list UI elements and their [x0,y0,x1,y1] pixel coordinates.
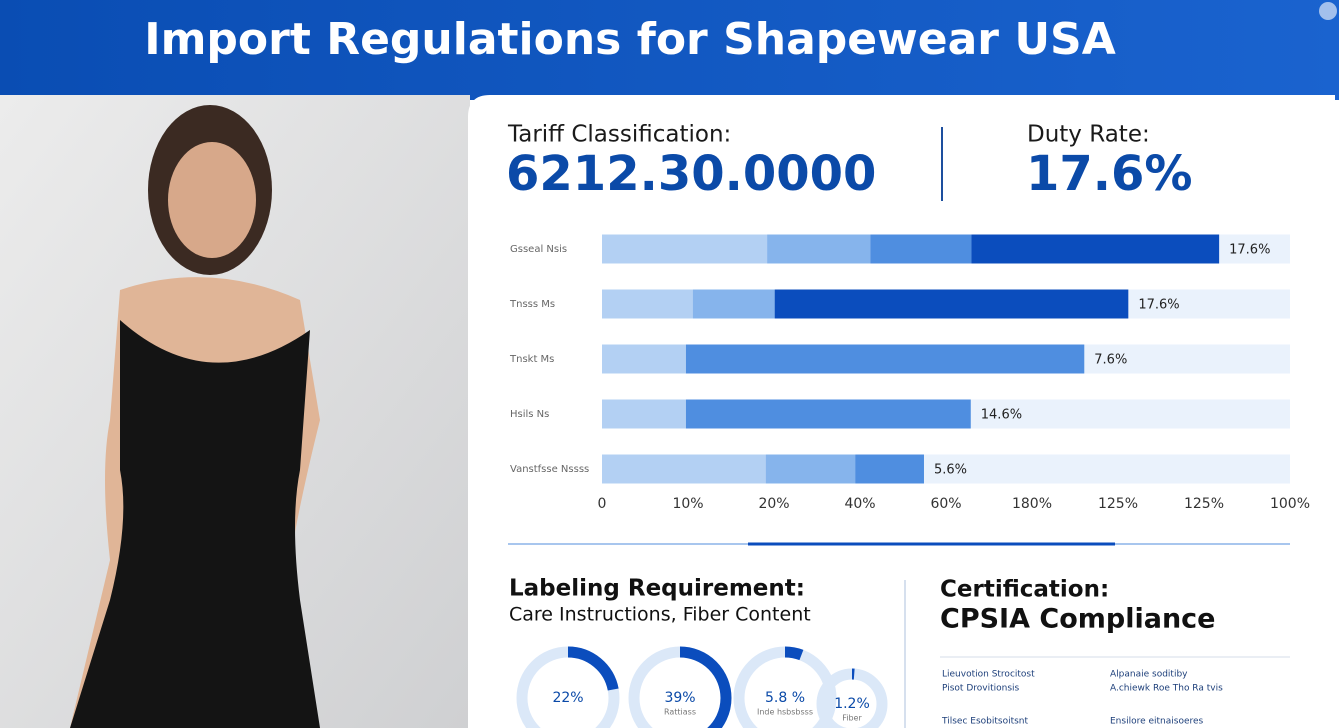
donut-arc [516,646,620,728]
bar-segment [870,234,972,264]
bar-segment [602,344,686,374]
certification-note: Lieuvotion Strocitost [942,670,1035,680]
x-tick-label: 100% [1270,496,1310,512]
bar-segment [685,344,1085,374]
duty-label: Duty Rate: [1027,122,1150,148]
donut-label: 22% [552,690,583,706]
category-label: Vanstfsse Nssss [510,464,589,475]
bar-annotation: 17.6% [1138,298,1179,313]
category-label: Tnsss Ms [509,299,555,310]
bar-chart: Gsseal Nsis 17.6% Tnsss Ms 17.6% Tnskt Ms 7.6… [509,234,1310,512]
donut-caption: Fiber [842,714,862,723]
bar-segment [855,454,924,484]
donut-label: 5.8 % [765,690,805,706]
category-label: Tnskt Ms [509,354,554,365]
donut-caption: Rattiass [664,708,696,717]
category-label: Hsils Ns [510,409,549,420]
certification-heading: Certification: [940,577,1109,603]
donut-arc [628,646,732,728]
tariff-value: 6212.30.0000 [506,146,876,202]
certification-note: Alpanaie soditiby [1110,670,1188,680]
bar-segment [685,399,971,429]
labeling-heading: Labeling Requirement: [509,576,805,602]
bar-annotation: 7.6% [1094,353,1127,368]
bar-segment [767,234,871,264]
labeling-detail: Care Instructions, Fiber Content [509,604,811,626]
donut-label: 1.2% [834,696,870,712]
donut-charts: 22% 39% Rattiass 5.8 % Inde hsbsbsss 1.2% Fibe… [516,646,888,728]
bar-segment [774,289,1129,319]
header-band [0,0,1339,100]
bar-segment [602,399,686,429]
bar-segment [971,234,1220,264]
model-photo [70,105,320,728]
donut-arc [816,668,888,728]
x-tick-label: 0 [598,496,607,512]
x-tick-label: 20% [758,496,789,512]
category-label: Gsseal Nsis [510,244,567,255]
bar-annotation: 5.6% [934,463,967,478]
expand-icon[interactable] [1319,2,1337,20]
bar-segment [765,454,856,484]
x-tick-label: 125% [1098,496,1138,512]
bar-segment [602,289,693,319]
x-tick-label: 10% [672,496,703,512]
certification-note: Tilsec Esobitsoitsnt [941,717,1028,727]
x-tick-label: 180% [1012,496,1052,512]
page-title: Import Regulations for Shapewear USA [144,14,1116,65]
bar-annotation: 17.6% [1229,243,1270,258]
donut-arc [733,646,837,728]
bar-segment [602,234,768,264]
duty-value: 17.6% [1026,146,1193,202]
donut-caption: Inde hsbsbsss [757,708,813,717]
donut-label: 39% [664,690,695,706]
certification-value: CPSIA Compliance [940,604,1215,635]
x-tick-label: 125% [1184,496,1224,512]
certification-note: Ensilore eitnaisoeres [1110,717,1204,727]
bar-segment [602,454,766,484]
certification-notes: Lieuvotion Strocitost Pisot Drovitionsis A… [941,670,1223,727]
tariff-label: Tariff Classification: [507,122,731,148]
x-tick-label: 60% [930,496,961,512]
certification-note: A.chiewk Roe Tho Ra tvis [1110,684,1223,694]
x-tick-label: 40% [844,496,875,512]
certification-note: Pisot Drovitionsis [942,684,1020,694]
bar-annotation: 14.6% [981,408,1022,423]
bar-segment [692,289,775,319]
